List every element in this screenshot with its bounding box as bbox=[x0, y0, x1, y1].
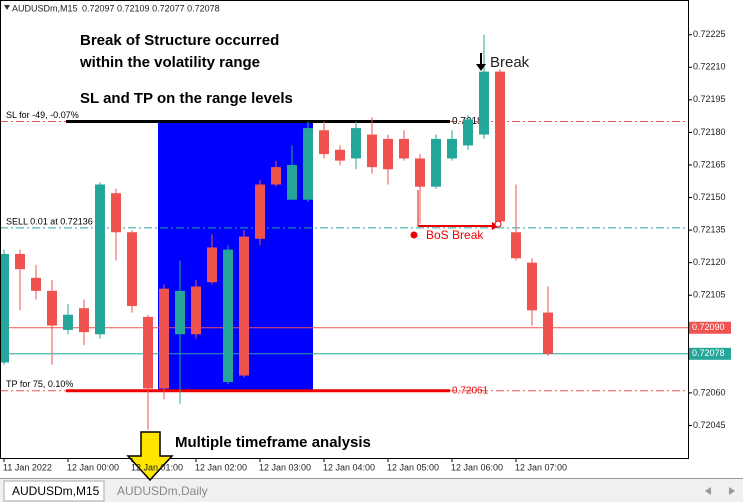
pointer-arrow bbox=[126, 431, 174, 482]
candle-body bbox=[415, 158, 425, 187]
tab-active[interactable] bbox=[3, 480, 105, 502]
menu-icon[interactable] bbox=[4, 5, 10, 10]
candle-body bbox=[223, 249, 233, 383]
candle-body bbox=[207, 247, 217, 283]
annotation: Multiple timeframe analysis bbox=[175, 434, 371, 451]
y-tick-label: 0.72120 bbox=[693, 257, 726, 267]
candle-body bbox=[431, 138, 441, 187]
candle-body bbox=[255, 184, 265, 239]
candle-body bbox=[447, 138, 457, 159]
candle-body bbox=[527, 262, 537, 311]
candle-body bbox=[31, 277, 41, 291]
x-tick-label: 12 Jan 00:00 bbox=[67, 462, 119, 472]
break-arrow-head bbox=[476, 64, 486, 71]
annotation: Break of Structure occurred bbox=[80, 32, 279, 49]
candle-body bbox=[351, 128, 361, 159]
candle-body bbox=[479, 71, 489, 135]
candle-body bbox=[0, 253, 9, 363]
y-tick-label: 0.72165 bbox=[693, 159, 726, 169]
tab-label[interactable]: AUDUSDm,M15 bbox=[12, 484, 100, 498]
price-box-label: 0.72090 bbox=[692, 322, 725, 332]
candle-body bbox=[399, 138, 409, 159]
y-tick-label: 0.72180 bbox=[693, 127, 726, 137]
candle-body bbox=[319, 130, 329, 155]
symbol: AUDUSDm,M15 bbox=[12, 3, 78, 13]
candle-body bbox=[175, 290, 185, 335]
range-label: 0.72061 bbox=[452, 385, 489, 396]
y-tick-label: 0.72150 bbox=[693, 192, 726, 202]
plot-area: SL for -49, -0.07% SELL 0.01 at 0.72136 TP… bbox=[0, 34, 688, 430]
x-tick-label: 11 Jan 2022 bbox=[3, 462, 52, 472]
candle-body bbox=[191, 286, 201, 335]
y-tick-label: 0.72135 bbox=[693, 224, 726, 234]
candle-body bbox=[495, 71, 505, 222]
candle-body bbox=[239, 236, 249, 376]
annotation: within the volatility range bbox=[79, 54, 260, 71]
scroll-left[interactable] bbox=[705, 487, 711, 495]
y-tick-label: 0.72060 bbox=[693, 387, 726, 397]
candle-body bbox=[367, 134, 377, 168]
x-tick-label: 12 Jan 02:00 bbox=[195, 462, 247, 472]
scroll-right[interactable] bbox=[729, 487, 735, 495]
candle-body bbox=[79, 308, 89, 333]
x-tick-label: 12 Jan 07:00 bbox=[515, 462, 567, 472]
x-tick-label: 12 Jan 04:00 bbox=[323, 462, 375, 472]
tab-label[interactable]: AUDUSDm,Daily bbox=[117, 484, 208, 498]
break-label: Break bbox=[490, 54, 530, 71]
annotation: SL and TP on the range levels bbox=[80, 90, 293, 107]
candle-body bbox=[271, 167, 281, 185]
price-box bbox=[689, 347, 731, 360]
candle-body bbox=[15, 253, 25, 270]
tab-bar bbox=[0, 479, 743, 502]
candle-body bbox=[383, 138, 393, 170]
y-tick-label: 0.72045 bbox=[693, 420, 726, 430]
level-label: SELL 0.01 at 0.72136 bbox=[6, 216, 93, 226]
candle-body bbox=[143, 316, 153, 389]
candle-body bbox=[303, 128, 313, 200]
candle-body bbox=[95, 184, 105, 335]
candle-body bbox=[159, 288, 169, 389]
level-label: TP for 75, 0.10% bbox=[6, 379, 73, 389]
x-tick-label: 12 Jan 03:00 bbox=[259, 462, 311, 472]
plot-border bbox=[0, 0, 689, 459]
y-tick-label: 0.72225 bbox=[693, 29, 726, 39]
candle-body bbox=[111, 193, 121, 233]
x-tick-label: 12 Jan 01:00 bbox=[131, 462, 183, 472]
x-tick-label: 12 Jan 05:00 bbox=[387, 462, 439, 472]
candle-body bbox=[127, 232, 137, 307]
price-box bbox=[689, 321, 731, 334]
ohlc: 0.72097 0.72109 0.72077 0.72078 bbox=[82, 3, 220, 13]
bos-label: BoS Break bbox=[426, 228, 484, 242]
candle-body bbox=[63, 314, 73, 330]
y-tick-label: 0.72210 bbox=[693, 62, 726, 72]
bos-dot bbox=[410, 231, 418, 239]
bos-end bbox=[494, 220, 502, 228]
y-tick-label: 0.72195 bbox=[693, 94, 726, 104]
candle-body bbox=[511, 232, 521, 259]
y-tick-label: 0.72105 bbox=[693, 290, 726, 300]
candle-body bbox=[463, 119, 473, 146]
candle-body bbox=[543, 312, 553, 354]
candle-body bbox=[335, 149, 345, 161]
candle-body bbox=[47, 290, 57, 326]
price-box-label: 0.72078 bbox=[692, 348, 725, 358]
x-tick-label: 12 Jan 06:00 bbox=[451, 462, 503, 472]
volatility-range bbox=[158, 121, 313, 391]
candle-body bbox=[287, 164, 297, 200]
level-label: SL for -49, -0.07% bbox=[6, 110, 79, 120]
